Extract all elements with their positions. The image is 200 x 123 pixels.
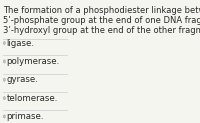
Text: ligase.: ligase. [6,38,34,48]
Text: 3’-hydroxyl group at the end of the other fragment is catalyzed by:: 3’-hydroxyl group at the end of the othe… [3,26,200,35]
Text: gyrase.: gyrase. [6,75,38,84]
Text: primase.: primase. [6,112,44,121]
Text: 5’-phosphate group at the end of one DNA fragment and the: 5’-phosphate group at the end of one DNA… [3,16,200,25]
Text: The formation of a phosphodiester linkage between the: The formation of a phosphodiester linkag… [3,6,200,15]
Text: polymerase.: polymerase. [6,57,60,66]
Text: telomerase.: telomerase. [6,94,58,103]
